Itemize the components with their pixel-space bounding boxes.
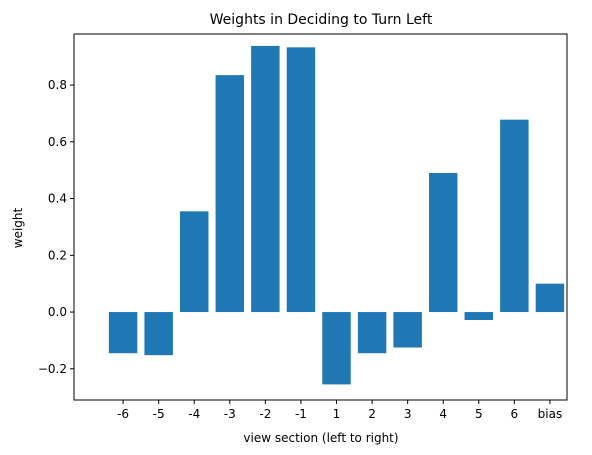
- bar-3: [393, 312, 422, 348]
- bars-layer: [108, 45, 565, 385]
- y-tick-label: 0.6: [48, 135, 67, 149]
- x-tick-label: -1: [295, 407, 307, 421]
- bar--2: [251, 45, 280, 313]
- y-axis-label: weight: [11, 207, 25, 248]
- x-tick-label: 5: [475, 407, 483, 421]
- axes-layer: −0.2 0.0 0.2 0.4 0.6 0.8 -6 -5 -4 -3 -2 -1 1 2 3 4 5 6 bia…: [38, 33, 568, 421]
- x-tick-label: 1: [333, 407, 341, 421]
- x-tick-label: -4: [188, 407, 200, 421]
- bar-1: [322, 312, 351, 385]
- chart-title: Weights in Deciding to Turn Left: [210, 12, 433, 28]
- x-tick-label: 6: [511, 407, 519, 421]
- bar-2: [357, 312, 387, 354]
- bar-4: [428, 173, 458, 313]
- y-tick-label: −0.2: [38, 362, 67, 376]
- bar--5: [144, 312, 173, 356]
- bar--4: [180, 211, 209, 313]
- x-tick-label: 2: [368, 407, 376, 421]
- bar-5: [464, 312, 494, 320]
- x-tick-label: -5: [153, 407, 165, 421]
- y-tick-label: 0.0: [48, 305, 67, 319]
- x-axis-label: view section (left to right): [243, 431, 398, 445]
- bar-bias: [535, 283, 565, 313]
- plot-frame: [73, 33, 568, 401]
- y-tick-label: 0.4: [48, 192, 67, 206]
- y-tick-label: 0.8: [48, 78, 67, 92]
- x-tick-label: -3: [224, 407, 236, 421]
- bar--3: [215, 75, 245, 313]
- bar-6: [500, 119, 529, 313]
- x-tick-label: 3: [404, 407, 412, 421]
- bar--6: [108, 312, 138, 354]
- y-tick-label: 0.2: [48, 248, 67, 262]
- bar--1: [286, 47, 316, 313]
- x-tick-label: bias: [538, 407, 563, 421]
- x-tick-label: 4: [439, 407, 447, 421]
- x-tick-label: -6: [117, 407, 129, 421]
- x-tick-label: -2: [259, 407, 271, 421]
